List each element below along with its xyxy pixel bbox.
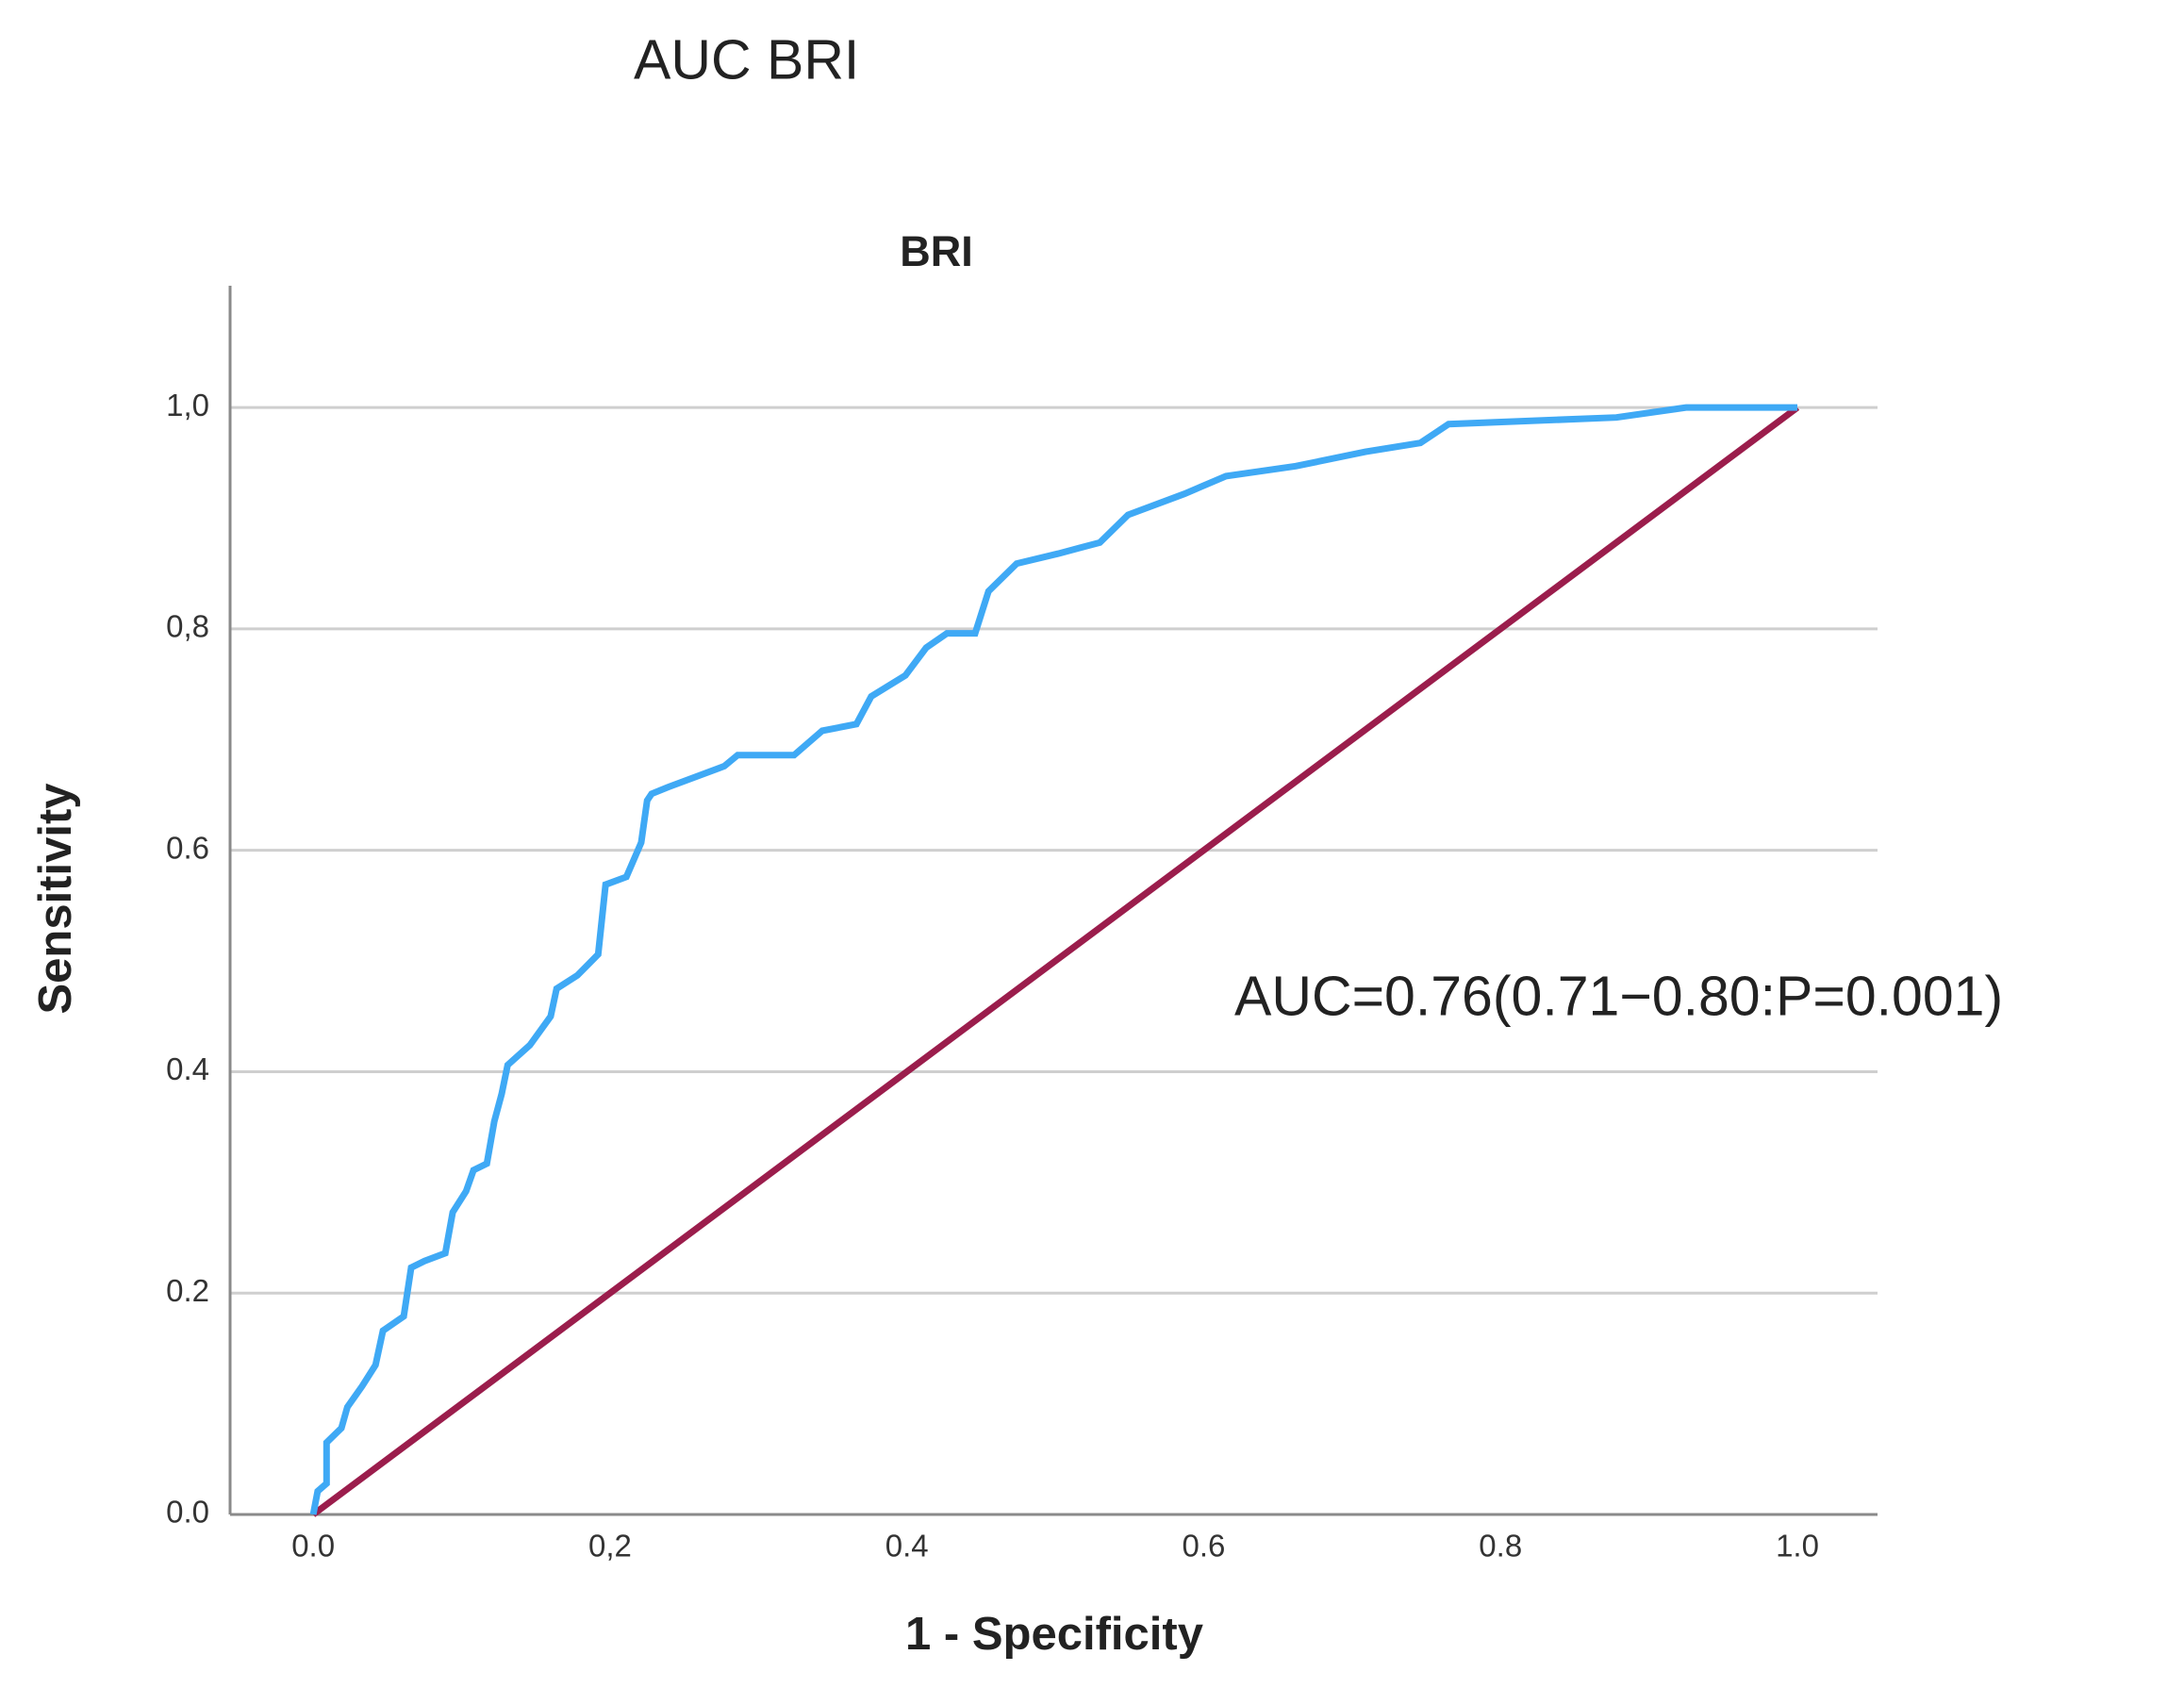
y-tick-label: 0.6 <box>166 830 209 865</box>
y-tick-label: 0.4 <box>166 1051 209 1086</box>
series-line <box>309 404 1798 1515</box>
x-tick-label: 0.8 <box>1479 1529 1522 1564</box>
y-tick-label: 0.2 <box>166 1273 209 1308</box>
chart-title: BRI <box>900 227 973 275</box>
y-axis-label: Sensitivity <box>30 783 81 1014</box>
page-header: AUC BRI <box>634 29 859 91</box>
plot-area: 0.0 0.2 0.4 0.6 0,8 1,0 0.0 0,2 0.4 0.6 0.8 1.0 <box>166 286 1878 1564</box>
x-tick-label: 0.6 <box>1183 1529 1226 1564</box>
x-tick-label: 0.4 <box>885 1529 929 1564</box>
annotation: AUC=0.76(0.71−0.80:P=0.001) <box>1234 966 2003 1028</box>
x-tick-label: 1.0 <box>1776 1529 1819 1564</box>
x-tick-label: 0.0 <box>291 1529 335 1564</box>
y-tick-label: 0.0 <box>166 1495 209 1530</box>
x-tick-label: 0,2 <box>588 1529 632 1564</box>
x-axis-label: 1 - Specificity <box>905 1609 1203 1660</box>
y-tick-label: 0,8 <box>166 609 209 644</box>
y-tick-label: 1,0 <box>166 388 209 422</box>
series-line <box>311 405 1800 1517</box>
